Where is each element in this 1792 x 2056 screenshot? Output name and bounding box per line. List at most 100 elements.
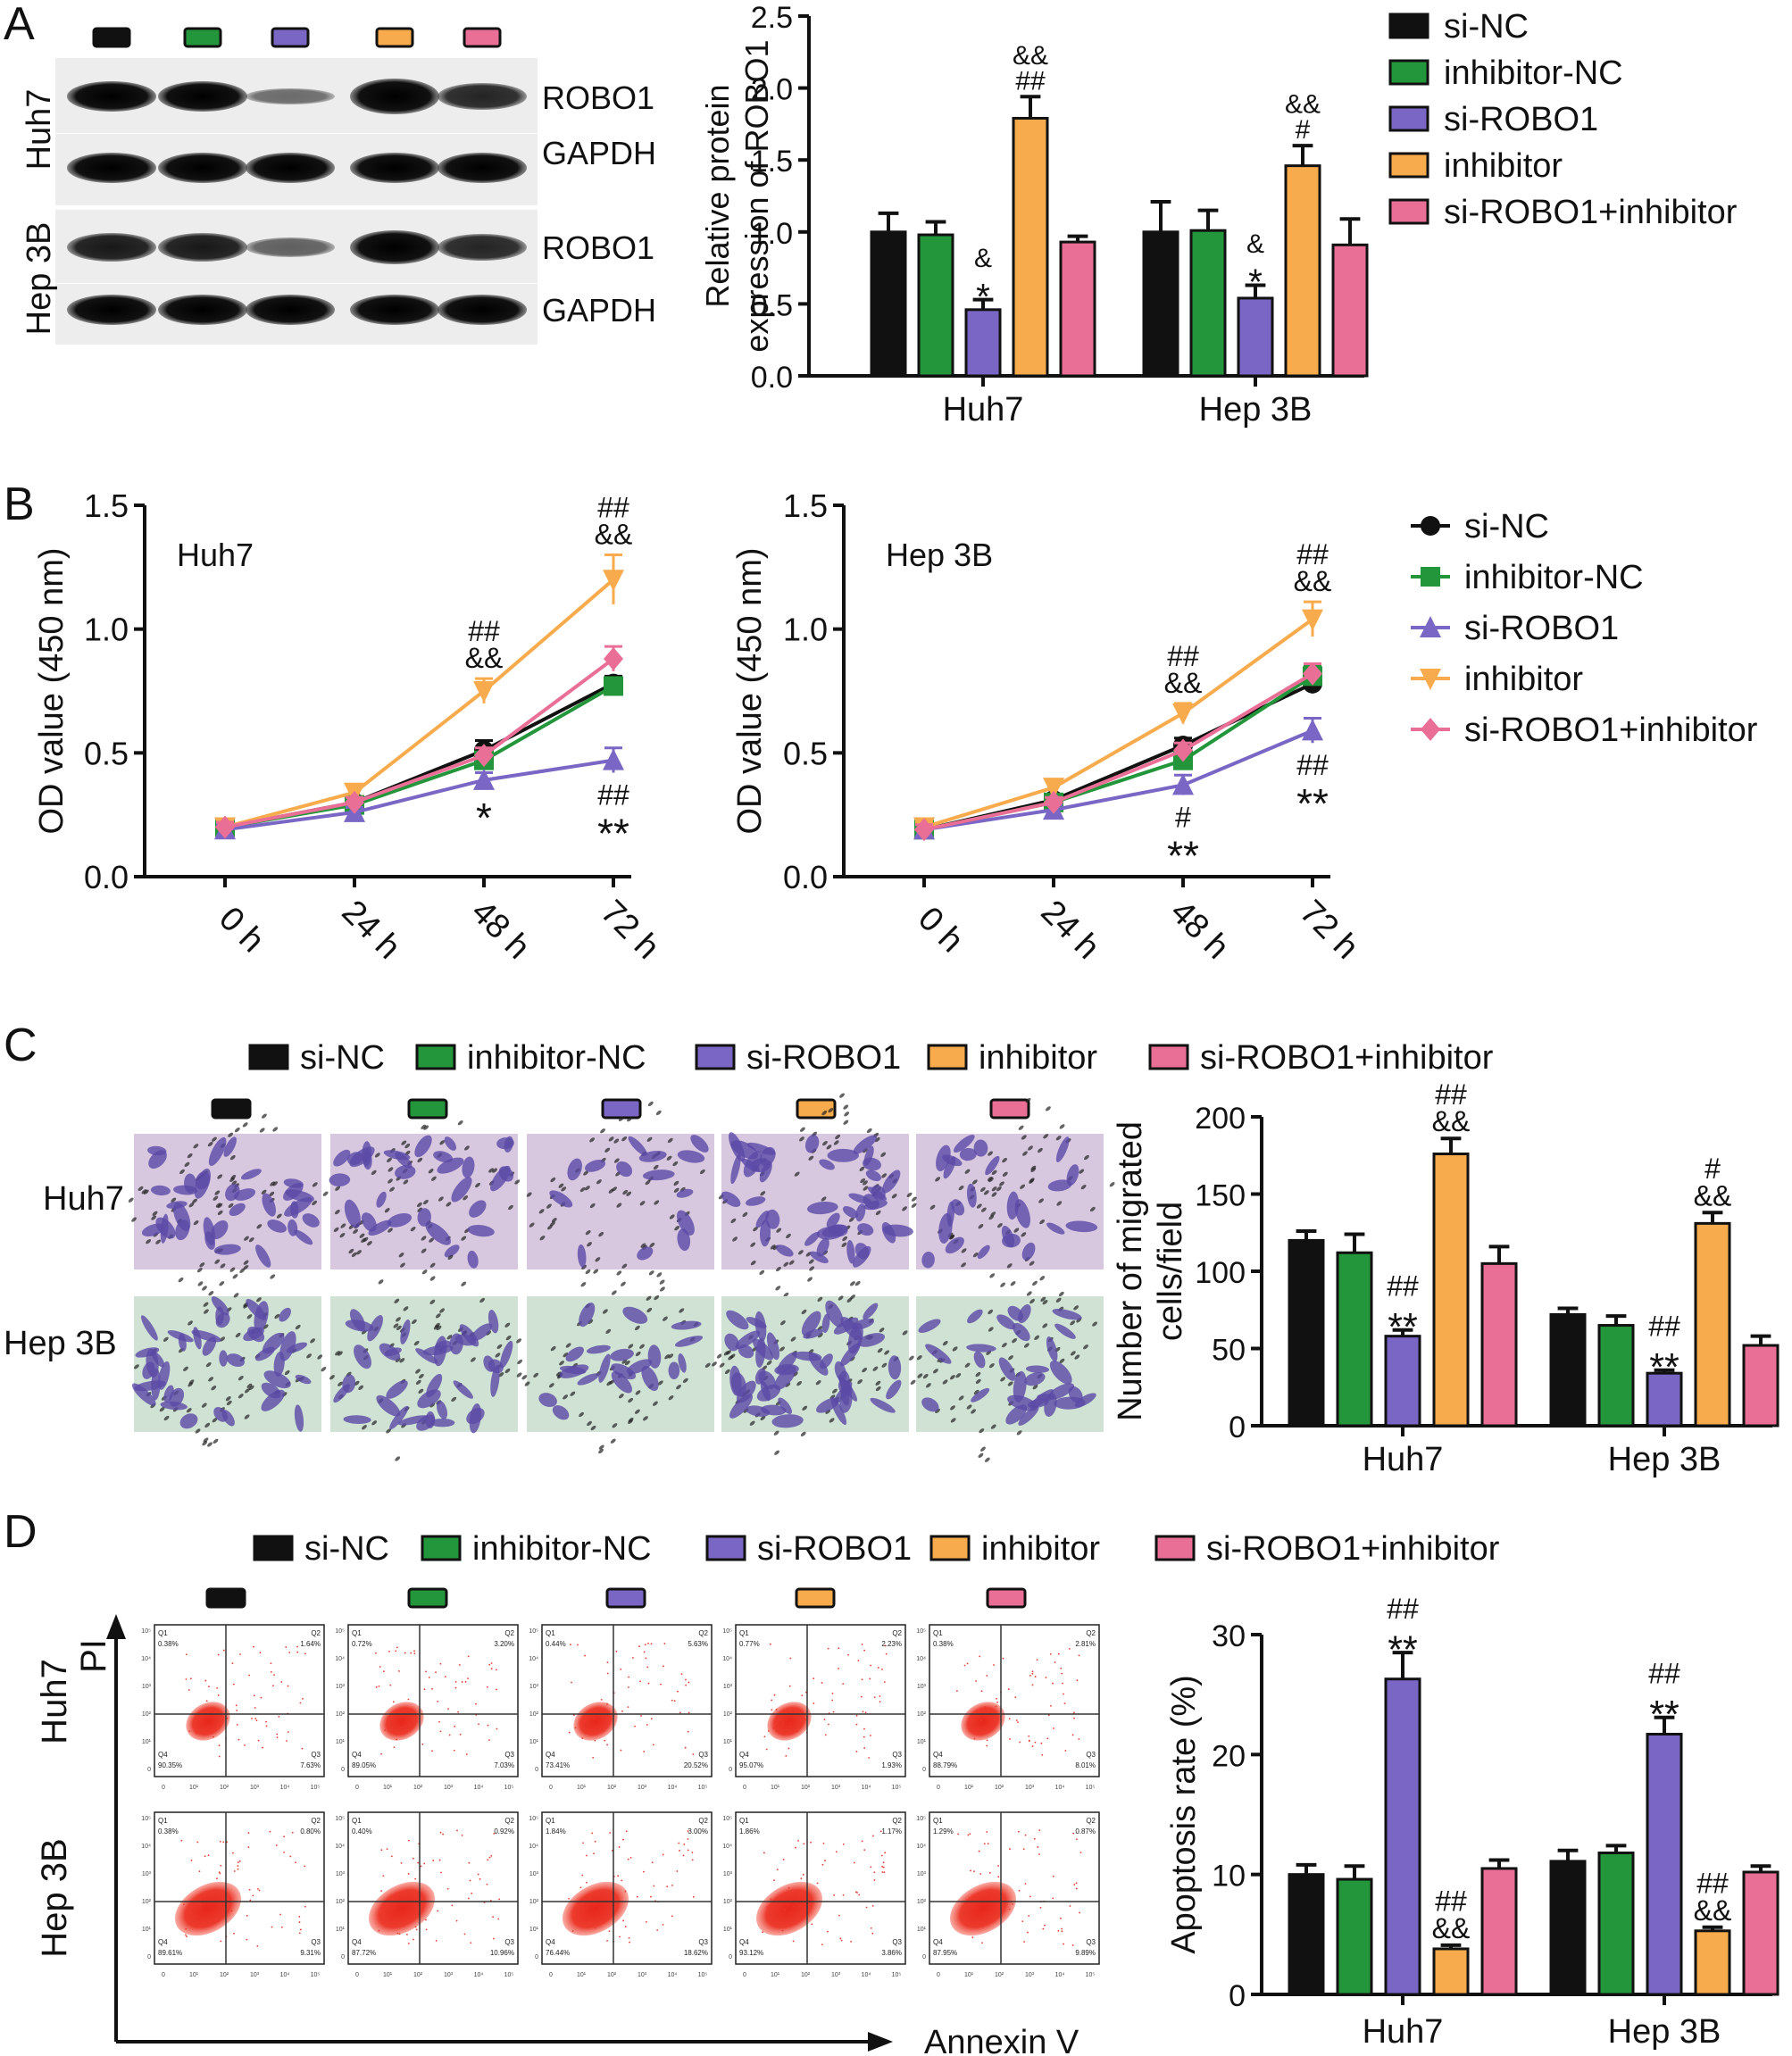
membrane-pore [975, 1371, 981, 1378]
flow-swatch-si-robo1 [605, 1587, 646, 1609]
membrane-pore [205, 1361, 212, 1368]
membrane-pore [463, 1195, 469, 1201]
y-axis-label: OD value (450 nm) [731, 547, 769, 834]
legend-swatch-inhibitor [929, 1535, 971, 1561]
membrane-pore [875, 1210, 881, 1216]
quadrant-label-q1: Q1 [352, 1629, 362, 1637]
membrane-pore [779, 1320, 786, 1326]
event-dot [1053, 1727, 1054, 1729]
event-dot [414, 1877, 417, 1880]
migrated-cell [263, 1370, 291, 1389]
flow-x-tick-label: 10² [607, 1972, 617, 1978]
quadrant-label-q2: Q2 [698, 1629, 708, 1637]
membrane-pore [624, 1360, 630, 1366]
event-dot [673, 1700, 676, 1702]
migrated-cell [730, 1153, 741, 1185]
event-dot [645, 1920, 647, 1923]
membrane-pore [1030, 1165, 1037, 1170]
flow-plot-frame [154, 1624, 325, 1777]
membrane-pore [958, 1395, 964, 1401]
significance-mark: ## [1015, 66, 1046, 96]
point-si-robo1-48-h [473, 768, 495, 790]
quadrant-value-q4: 93.12% [739, 1949, 763, 1957]
membrane-pore [872, 1366, 879, 1371]
significance-mark: && [1294, 565, 1332, 597]
flow-y-tick-label: 10³ [336, 1684, 346, 1690]
flow-x-tick-label: 10⁵ [504, 1785, 514, 1791]
flow-x-tick-label: 10⁵ [311, 1972, 321, 1978]
membrane-pore [822, 1141, 828, 1146]
event-dot [435, 1671, 437, 1674]
event-dot [439, 1831, 442, 1834]
flow-swatch-inhibitor [795, 1587, 836, 1609]
event-dot [692, 1895, 695, 1898]
membrane-pore [635, 1390, 641, 1395]
quadrant-label-q2: Q2 [1086, 1629, 1096, 1637]
membrane-pore [826, 1145, 832, 1150]
event-dot [265, 1725, 268, 1727]
migrated-cell [490, 1365, 500, 1397]
bar-hep-3b-inhibitor-nc [1597, 1851, 1635, 1996]
event-dot [1015, 1719, 1018, 1721]
flow-y-tick-label: 0 [535, 1767, 538, 1773]
flow-x-tick-label: 0 [355, 1785, 359, 1791]
quadrant-label-q1: Q1 [352, 1817, 362, 1825]
event-dot [1049, 1652, 1052, 1655]
migrated-cell [674, 1336, 704, 1347]
event-dot [1028, 1915, 1030, 1917]
event-dot [408, 1839, 410, 1842]
event-dot [395, 1650, 397, 1652]
flow-x-tick-label: 0 [937, 1972, 940, 1978]
legend-label-si-robo1: si-ROBO1 [746, 1039, 901, 1077]
event-dot [279, 1913, 281, 1916]
cell-population [573, 1702, 618, 1741]
bar-hep-3b-si-robo1 [1646, 1371, 1683, 1428]
event-dot [276, 1736, 279, 1739]
flow-plot-huh7-si-robo1-inhibitor: Q10.38%Q22.81%Q38.01%Q488.79%0010¹10¹10²… [916, 1624, 1100, 1791]
membrane-pore [966, 1404, 972, 1410]
flow-y-tick-label: 0 [729, 1767, 732, 1773]
flow-y-tick-label: 10² [336, 1711, 346, 1718]
quadrant-label-q4: Q4 [933, 1938, 943, 1946]
membrane-pore [415, 1379, 421, 1386]
event-dot [863, 1736, 865, 1738]
event-dot [838, 1914, 840, 1917]
event-dot [639, 1680, 641, 1683]
event-dot [222, 1649, 225, 1652]
event-dot [973, 1737, 976, 1740]
migrated-cell [453, 1380, 473, 1399]
event-dot [375, 1652, 377, 1654]
legend-label-inhibitor-nc: inhibitor-NC [1444, 54, 1623, 92]
event-dot [880, 1854, 883, 1857]
event-dot [763, 1736, 766, 1738]
migrated-cell [283, 1178, 304, 1188]
event-dot [827, 1930, 829, 1933]
quadrant-value-q4: 89.05% [352, 1761, 376, 1769]
membrane-pore [1010, 1281, 1016, 1286]
migrated-cell [262, 1193, 276, 1217]
event-dot [688, 1681, 690, 1684]
membrane-pore [246, 1314, 253, 1319]
membrane-pore [244, 1414, 250, 1419]
event-dot [404, 1652, 406, 1654]
y-tick-label: 0 [1229, 1411, 1246, 1444]
migrated-cell [804, 1231, 821, 1246]
membrane-pore [664, 1354, 671, 1360]
migrated-cell [671, 1320, 702, 1330]
migrated-cell [397, 1415, 429, 1426]
membrane-pore [141, 1189, 147, 1194]
event-dot [437, 1910, 439, 1912]
event-dot [463, 1933, 466, 1935]
event-dot [1027, 1931, 1029, 1934]
membrane-pore [233, 1293, 239, 1298]
event-dot [1017, 1830, 1020, 1833]
event-dot [271, 1926, 273, 1928]
event-dot [650, 1643, 653, 1645]
event-dot [986, 1831, 988, 1833]
migrated-cell [294, 1229, 313, 1245]
flow-x-tick-label: 10¹ [189, 1785, 199, 1791]
event-dot [1054, 1661, 1056, 1663]
membrane-pore [151, 1215, 157, 1220]
flow-x-tick-label: 10⁵ [698, 1972, 708, 1978]
membrane-pore [988, 1151, 993, 1156]
